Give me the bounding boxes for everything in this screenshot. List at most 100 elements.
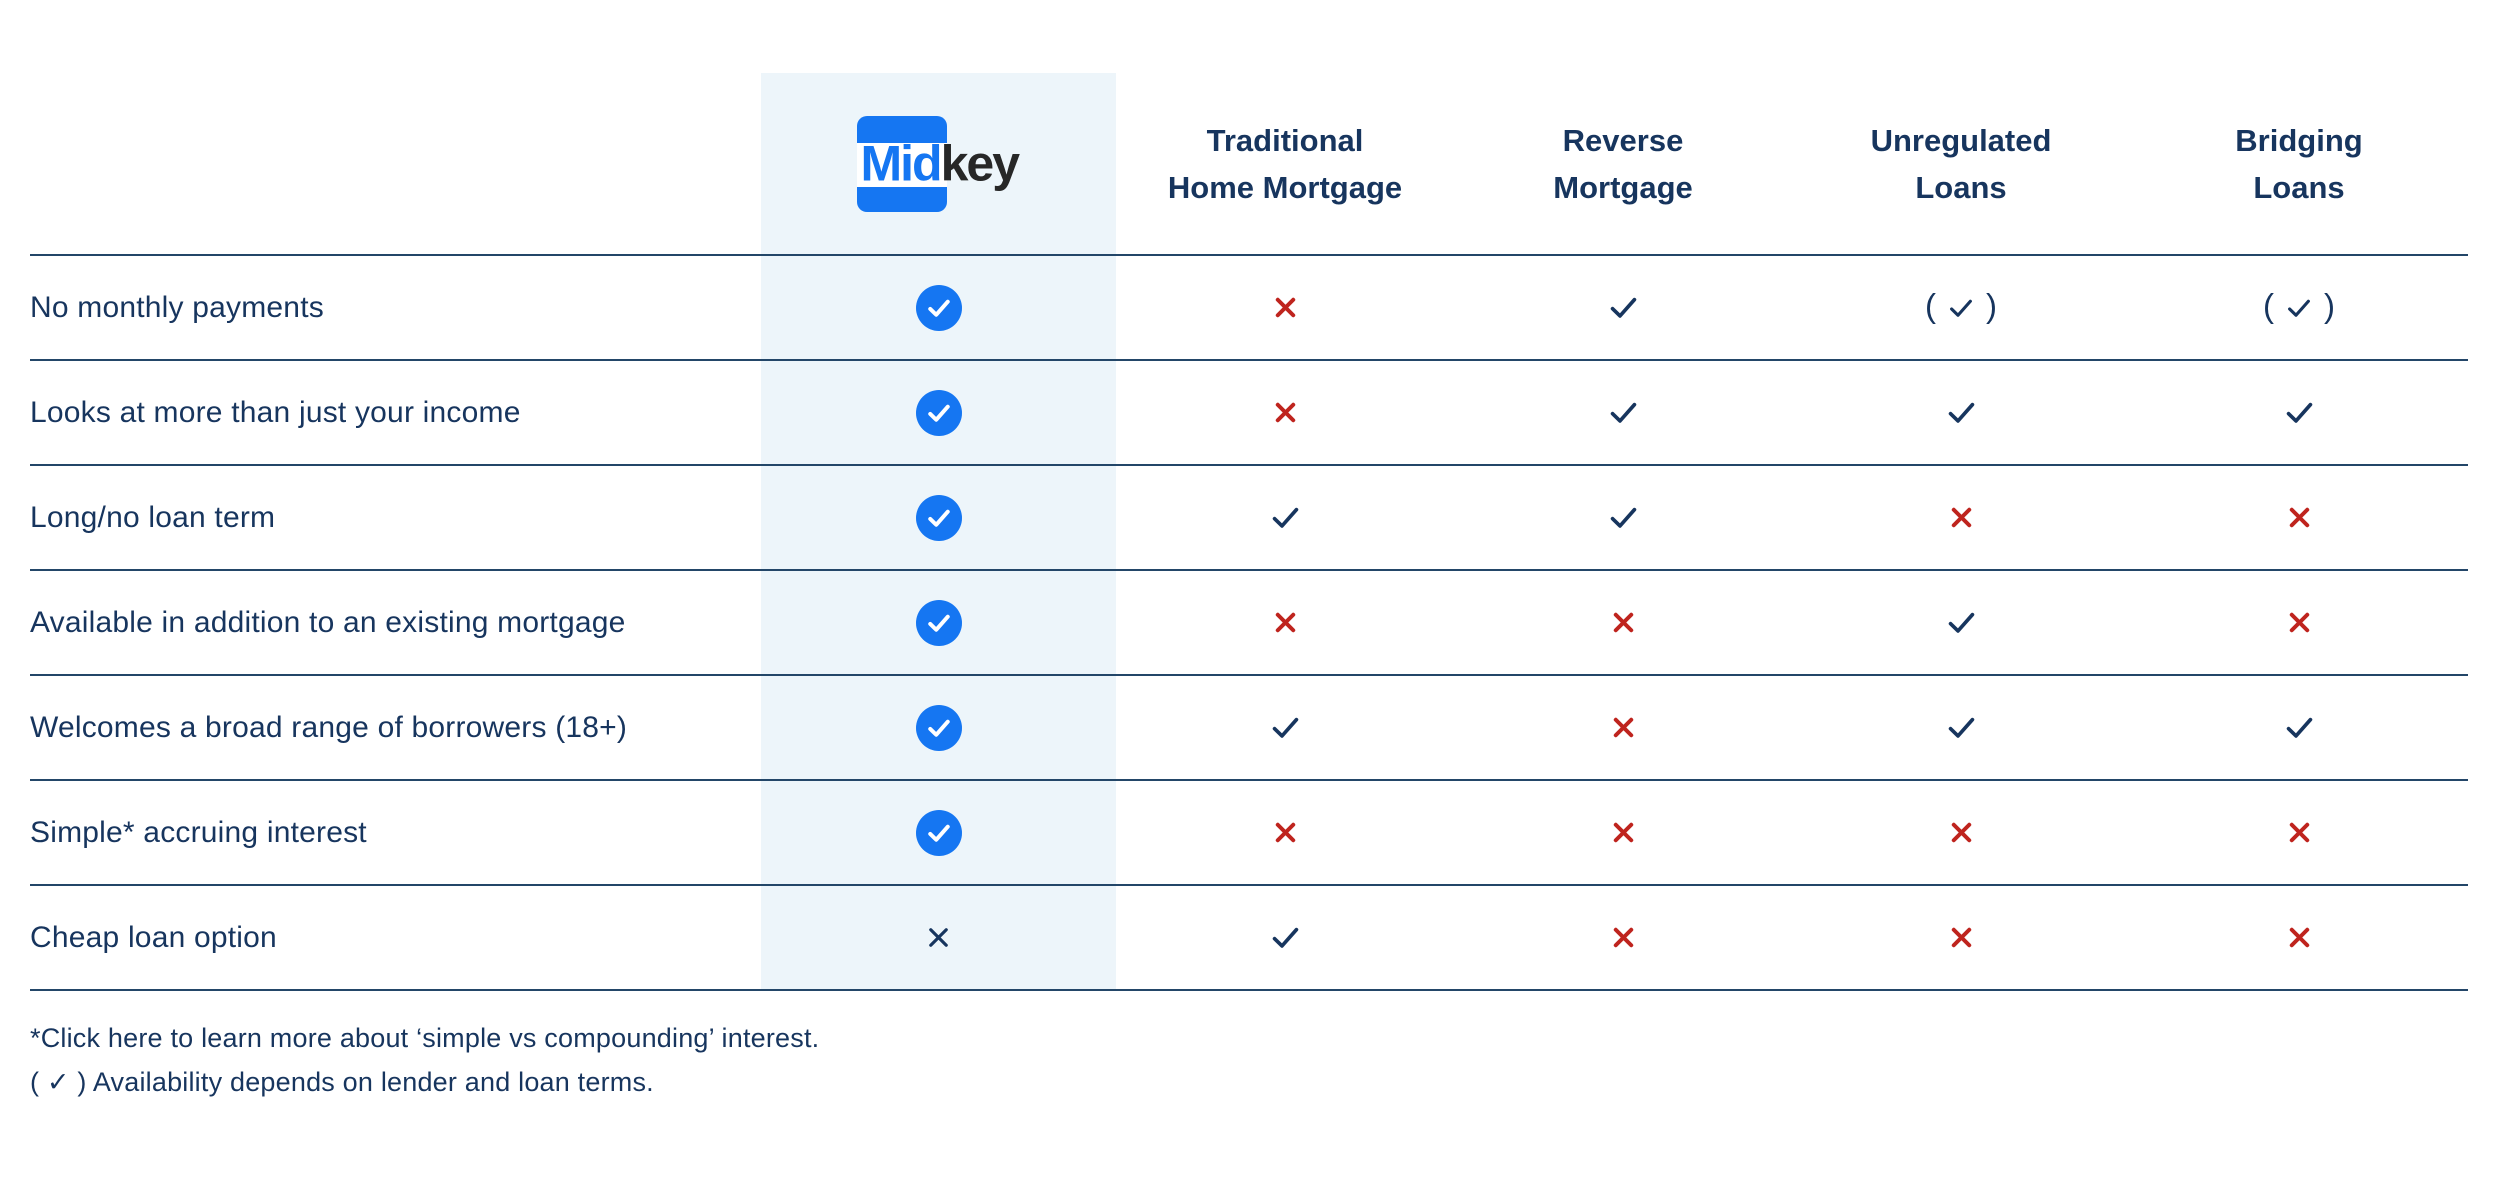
check-icon — [927, 509, 950, 527]
cell-mark-cross — [2130, 466, 2468, 569]
cross-icon — [1951, 507, 1971, 528]
cell-mark-midkey-check — [761, 571, 1116, 674]
cross-icon — [1275, 822, 1295, 843]
check-icon — [927, 614, 950, 632]
header-line: Loans — [1915, 169, 2007, 205]
column-header-traditional: Traditional Home Mortgage — [1116, 73, 1454, 254]
table-row: Looks at more than just your income — [30, 359, 2468, 464]
cell-mark-check-paren: ( ) — [2130, 256, 2468, 359]
paren-open: ( — [2263, 286, 2274, 324]
header-line: Loans — [2253, 169, 2345, 205]
cell-mark-cross — [1116, 256, 1454, 359]
header-line: Home Mortgage — [1167, 169, 1403, 205]
check-icon — [927, 719, 950, 737]
footnotes: *Click here to learn more about ‘simple … — [30, 1016, 819, 1104]
cell-mark-cross — [2130, 886, 2468, 989]
check-icon — [1272, 927, 1298, 948]
feature-label: Available in addition to an existing mor… — [30, 605, 626, 639]
cell-mark-check — [1792, 571, 2130, 674]
table-row: Long/no loan term — [30, 464, 2468, 569]
table-header-row: Midkey Traditional Home Mortgage Reverse… — [30, 73, 2468, 254]
check-icon — [1948, 402, 1974, 423]
midkey-logo-mark — [856, 115, 947, 212]
cell-mark-cross — [1454, 571, 1792, 674]
midkey-logo-text: Midkey — [861, 138, 1021, 188]
cross-icon — [2289, 612, 2309, 633]
brand-mid: Mid — [860, 135, 943, 191]
cell-mark-cross — [1116, 781, 1454, 884]
cell-mark-check — [1792, 361, 2130, 464]
cross-icon — [1613, 822, 1633, 843]
cross-icon — [1951, 927, 1971, 948]
midkey-check-badge — [915, 494, 962, 541]
feature-label: Simple* accruing interest — [30, 815, 367, 849]
table-row: No monthly payments ( ) ( — [30, 254, 2468, 359]
midkey-check-badge — [915, 599, 962, 646]
cell-mark-cross — [1116, 361, 1454, 464]
check-icon — [2286, 717, 2312, 738]
cell-mark-cross — [2130, 781, 2468, 884]
check-icon — [927, 824, 950, 842]
cell-mark-midkey-cross — [761, 886, 1116, 989]
footnote-availability: ( ✓ ) Availability depends on lender and… — [30, 1067, 654, 1097]
cell-mark-cross — [1454, 781, 1792, 884]
cell-mark-midkey-check — [761, 361, 1116, 464]
check-icon — [1610, 507, 1636, 528]
cell-mark-cross — [1792, 781, 2130, 884]
header-line: Bridging — [2235, 122, 2363, 158]
check-icon — [1948, 612, 1974, 633]
cell-mark-cross — [1454, 676, 1792, 779]
column-header-reverse: Reverse Mortgage — [1454, 73, 1792, 254]
paren-open: ( — [1925, 286, 1936, 324]
cell-mark-cross — [1792, 886, 2130, 989]
cell-mark-check — [1116, 466, 1454, 569]
feature-label: Welcomes a broad range of borrowers (18+… — [30, 710, 628, 744]
check-icon — [1950, 299, 1972, 317]
cell-mark-check — [1116, 676, 1454, 779]
table-row: Cheap loan option — [30, 884, 2468, 989]
check-icon — [1610, 297, 1636, 318]
cell-mark-cross — [1792, 466, 2130, 569]
midkey-check-badge — [915, 284, 962, 331]
cell-mark-check — [1792, 676, 2130, 779]
midkey-logo: Midkey — [856, 115, 1021, 212]
paren-close: ) — [2324, 286, 2335, 324]
cell-mark-check — [1454, 256, 1792, 359]
check-icon — [927, 404, 950, 422]
conditional-check: ( ) — [2263, 286, 2335, 327]
cross-icon — [1275, 612, 1295, 633]
check-icon — [2286, 402, 2312, 423]
cross-icon — [2289, 927, 2309, 948]
cross-icon — [2289, 507, 2309, 528]
cell-mark-cross — [1116, 571, 1454, 674]
column-header-unregulated: Unregulated Loans — [1792, 73, 2130, 254]
cross-icon — [1613, 612, 1633, 633]
conditional-check: ( ) — [1925, 286, 1997, 327]
header-empty-cell — [30, 73, 761, 254]
check-icon — [927, 299, 950, 317]
cross-icon — [929, 928, 948, 947]
midkey-logo-stripe — [856, 142, 947, 187]
footnote-simple-interest-link[interactable]: *Click here to learn more about ‘simple … — [30, 1023, 820, 1053]
paren-close: ) — [1986, 286, 1997, 324]
check-icon — [1948, 717, 1974, 738]
cross-icon — [1275, 402, 1295, 423]
feature-label: Looks at more than just your income — [30, 395, 521, 429]
cell-mark-check — [2130, 361, 2468, 464]
cell-mark-midkey-check — [761, 256, 1116, 359]
header-line: Reverse — [1562, 122, 1684, 158]
check-icon — [1272, 717, 1298, 738]
cross-icon — [1613, 927, 1633, 948]
column-header-midkey: Midkey — [761, 73, 1116, 254]
check-icon — [1272, 507, 1298, 528]
feature-label: Cheap loan option — [30, 920, 277, 954]
midkey-check-badge — [915, 704, 962, 751]
header-line: Unregulated — [1870, 122, 2052, 158]
table-row: Welcomes a broad range of borrowers (18+… — [30, 674, 2468, 779]
cross-icon — [2289, 822, 2309, 843]
midkey-check-badge — [915, 389, 962, 436]
midkey-check-badge — [915, 809, 962, 856]
table-row: Simple* accruing interest — [30, 779, 2468, 884]
cell-mark-midkey-check — [761, 781, 1116, 884]
header-line: Traditional — [1206, 122, 1364, 158]
